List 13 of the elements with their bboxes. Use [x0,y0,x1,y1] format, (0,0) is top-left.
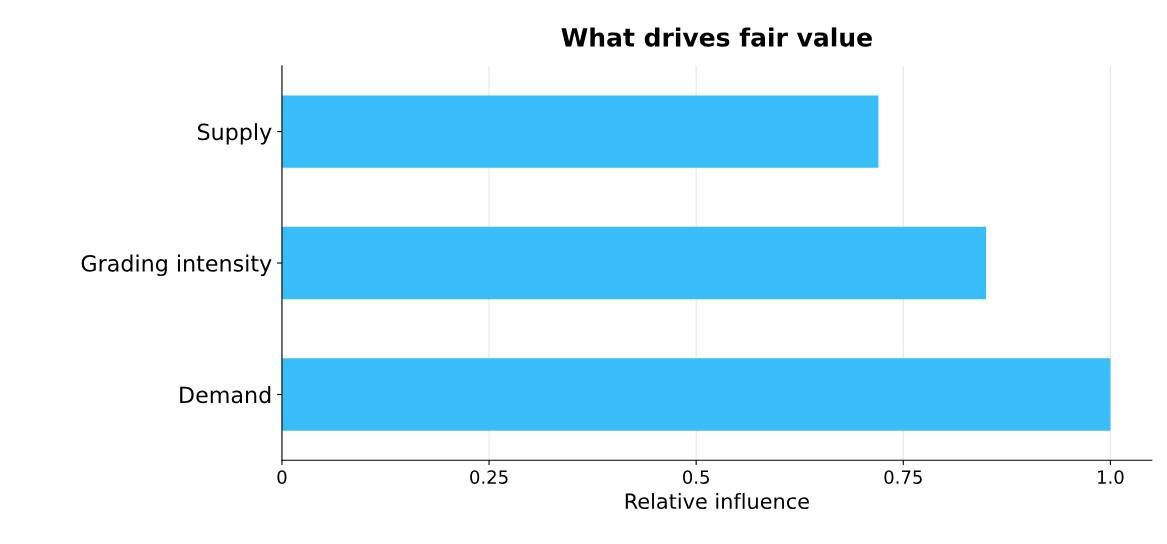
bar [281,358,1111,431]
y-tick-label: Grading intensity [81,254,272,277]
x-tick-label: 0.75 [884,470,922,484]
y-tick-label: Supply [197,123,272,145]
bar [281,95,879,168]
x-tick-label: 0.5 [683,470,709,484]
chart-title: What drives fair value [561,27,872,47]
x-axis-title: Relative influence [625,492,809,510]
y-tick-label: Demand [180,386,271,404]
bar [281,226,987,300]
x-tick-label: 1.0 [1098,470,1124,484]
x-tick-label: 0 [277,470,287,484]
x-tick-label: 0.25 [470,470,508,484]
